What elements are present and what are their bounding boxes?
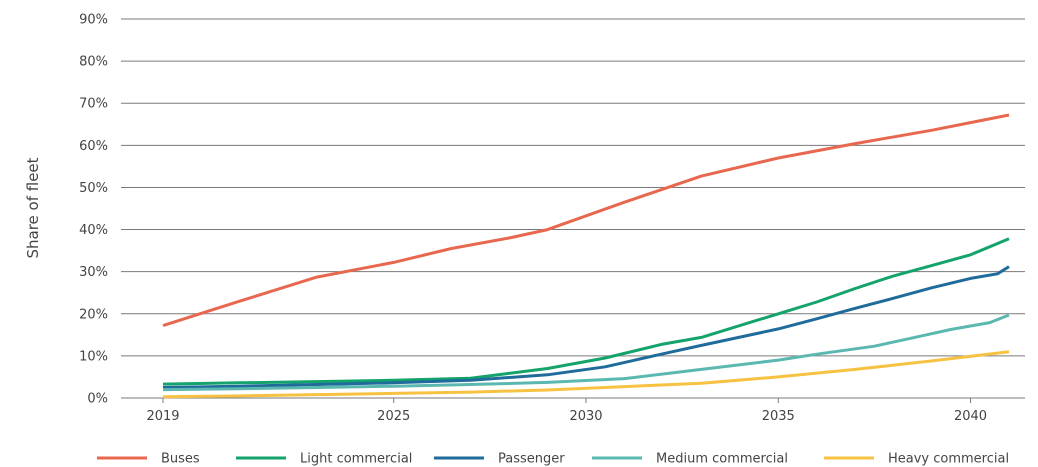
y-tick-label: 10% — [79, 349, 108, 364]
series-line-heavy-commercial — [162, 350, 1010, 399]
y-tick-label: 20% — [79, 307, 108, 322]
legend-label: Passenger — [498, 452, 565, 467]
x-axis: 2019 2025 2030 2035 2040 — [146, 398, 987, 424]
y-tick-label: 0% — [87, 392, 108, 407]
x-tick-label: 2019 — [146, 409, 179, 424]
series-lines — [162, 113, 1010, 399]
y-tick-label: 30% — [79, 265, 108, 280]
y-tick-label: 80% — [79, 55, 108, 70]
x-tick-label: 2035 — [762, 409, 795, 424]
x-tick-label: 2030 — [569, 409, 602, 424]
series-line-medium-commercial — [162, 313, 1010, 392]
y-tick-label: 60% — [79, 139, 108, 154]
legend: Buses Light commercial Passenger Medium com… — [97, 452, 1009, 467]
y-tick-label: 40% — [79, 223, 108, 238]
legend-label: Medium commercial — [656, 452, 788, 467]
y-tick-label: 70% — [79, 97, 108, 112]
legend-label: Heavy commercial — [888, 452, 1009, 467]
y-axis-ticks: 0% 10% 20% 30% 40% 50% 60% 70% 80% 90% — [79, 13, 108, 407]
x-tick-label: 2040 — [954, 409, 987, 424]
series-line-buses — [162, 113, 1010, 328]
legend-label: Light commercial — [300, 452, 412, 467]
series-line-passenger — [162, 265, 1010, 389]
x-tick-label: 2025 — [377, 409, 410, 424]
y-tick-label: 50% — [79, 181, 108, 196]
legend-label: Buses — [161, 452, 200, 467]
gridlines — [121, 18, 1025, 399]
y-axis-title: Share of fleet — [24, 157, 42, 258]
y-tick-label: 90% — [79, 13, 108, 28]
series-line-light-commercial — [162, 237, 1010, 386]
